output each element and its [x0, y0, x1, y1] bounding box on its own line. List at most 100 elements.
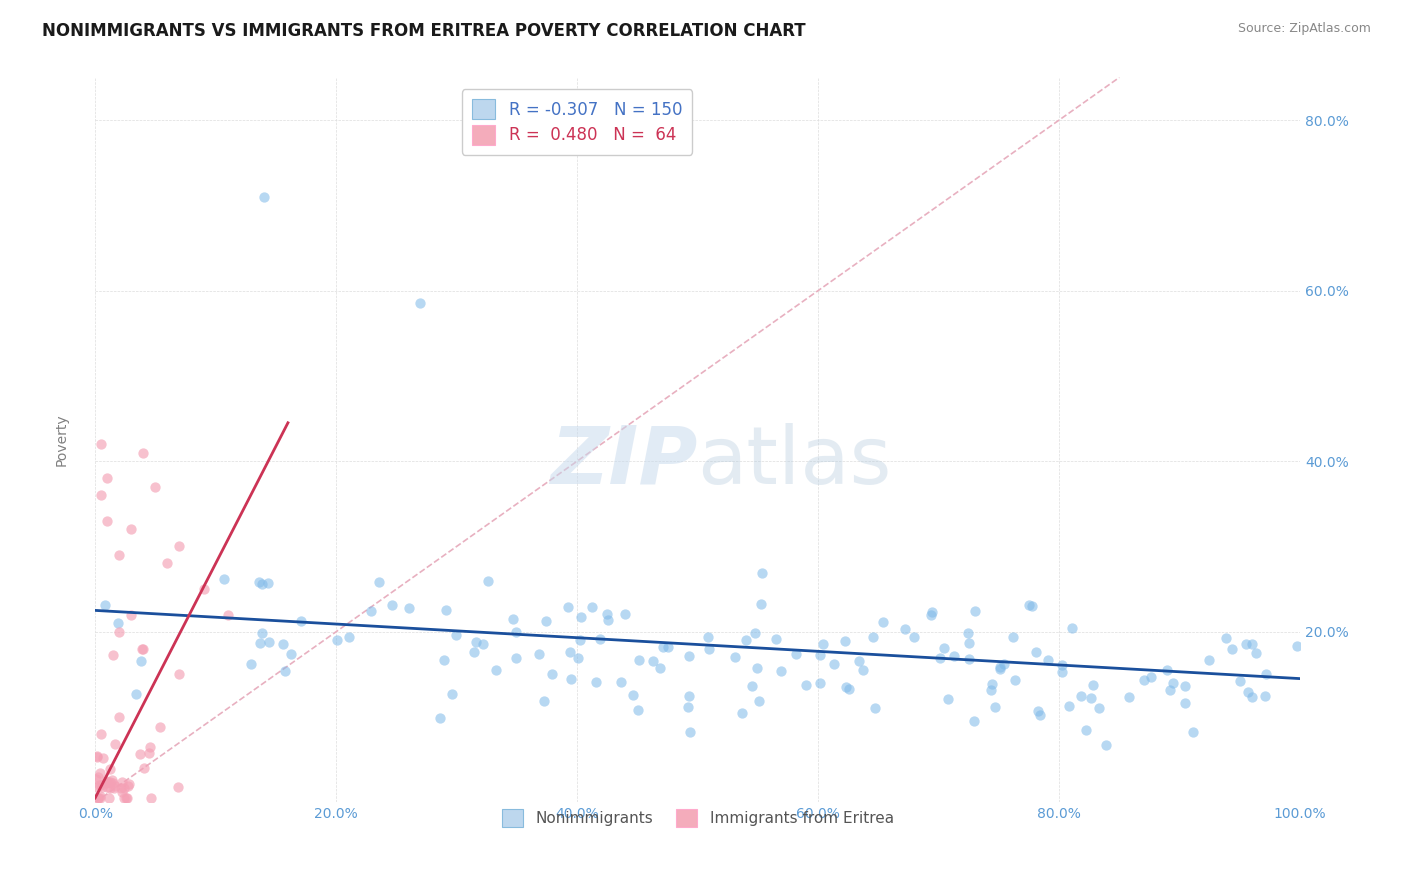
- Point: [749, 598, 772, 612]
- Point: [794, 678, 817, 692]
- Point: [326, 633, 349, 648]
- Point: [936, 691, 959, 706]
- Point: [98, 780, 121, 795]
- Point: [1215, 631, 1237, 645]
- Point: [993, 657, 1015, 671]
- Point: [1254, 690, 1277, 704]
- Point: [678, 648, 700, 663]
- Point: [434, 603, 457, 617]
- Point: [94, 774, 117, 789]
- Point: [115, 791, 138, 805]
- Point: [678, 690, 700, 704]
- Point: [1052, 658, 1074, 673]
- Point: [932, 640, 955, 655]
- Point: [865, 701, 887, 715]
- Point: [811, 637, 834, 651]
- Point: [1220, 641, 1243, 656]
- Point: [96, 514, 118, 528]
- Point: [429, 711, 451, 725]
- Point: [614, 607, 637, 622]
- Point: [558, 645, 581, 659]
- Point: [984, 699, 1007, 714]
- Point: [741, 679, 763, 693]
- Point: [1234, 637, 1257, 651]
- Point: [567, 651, 589, 665]
- Point: [834, 633, 856, 648]
- Point: [980, 677, 1002, 691]
- Point: [502, 612, 524, 626]
- Point: [257, 576, 280, 591]
- Point: [568, 632, 591, 647]
- Point: [89, 789, 111, 804]
- Point: [648, 661, 671, 675]
- Point: [1240, 690, 1263, 704]
- Point: [446, 628, 468, 642]
- Point: [943, 649, 966, 664]
- Point: [91, 751, 114, 765]
- Point: [1026, 704, 1049, 718]
- Point: [96, 776, 118, 790]
- Point: [903, 630, 925, 644]
- Point: [471, 637, 494, 651]
- Point: [409, 296, 432, 310]
- Point: [1036, 653, 1059, 667]
- Point: [1088, 701, 1111, 715]
- Point: [134, 761, 156, 775]
- Point: [240, 657, 263, 672]
- Point: [96, 780, 118, 795]
- Point: [652, 640, 675, 655]
- Point: [156, 557, 179, 571]
- Point: [1118, 690, 1140, 705]
- Point: [1174, 696, 1197, 710]
- Point: [1060, 621, 1083, 635]
- Point: [957, 636, 980, 650]
- Point: [250, 626, 273, 640]
- Point: [193, 582, 215, 596]
- Point: [596, 613, 619, 627]
- Point: [957, 651, 980, 665]
- Point: [257, 634, 280, 648]
- Point: [595, 607, 617, 621]
- Point: [111, 785, 134, 799]
- Point: [120, 607, 142, 622]
- Point: [848, 654, 870, 668]
- Point: [988, 660, 1011, 674]
- Point: [90, 727, 112, 741]
- Point: [118, 777, 141, 791]
- Point: [1021, 599, 1043, 613]
- Point: [87, 770, 110, 784]
- Point: [627, 653, 650, 667]
- Point: [679, 724, 702, 739]
- Point: [87, 791, 110, 805]
- Point: [253, 190, 276, 204]
- Point: [965, 604, 987, 618]
- Point: [381, 599, 404, 613]
- Point: [657, 640, 679, 654]
- Point: [368, 575, 391, 590]
- Point: [835, 680, 858, 694]
- Point: [138, 746, 160, 760]
- Point: [770, 664, 793, 678]
- Point: [862, 630, 884, 644]
- Point: [1080, 691, 1102, 706]
- Point: [96, 471, 118, 485]
- Point: [581, 600, 603, 615]
- Point: [104, 737, 127, 751]
- Point: [808, 676, 831, 690]
- Point: [744, 626, 766, 640]
- Point: [765, 632, 787, 647]
- Point: [1132, 673, 1154, 687]
- Point: [125, 687, 148, 701]
- Point: [441, 688, 464, 702]
- Point: [1004, 673, 1026, 687]
- Point: [1156, 664, 1178, 678]
- Point: [98, 762, 121, 776]
- Point: [117, 779, 139, 793]
- Point: [86, 749, 108, 764]
- Point: [1057, 699, 1080, 714]
- Point: [166, 780, 188, 794]
- Point: [1286, 639, 1309, 653]
- Point: [963, 714, 986, 729]
- Point: [1174, 679, 1197, 693]
- Point: [610, 675, 633, 690]
